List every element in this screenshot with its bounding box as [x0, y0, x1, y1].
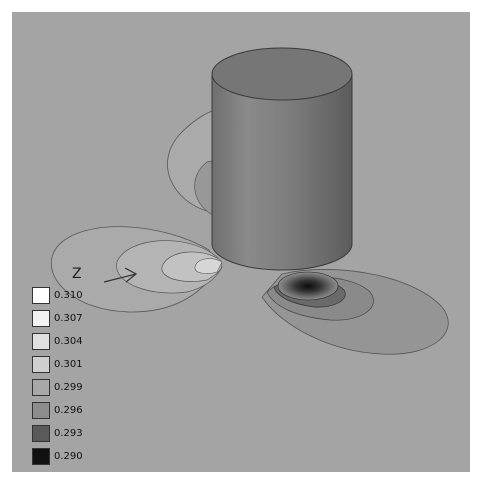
legend-swatch [32, 287, 50, 304]
contour-ring-left-3 [194, 258, 223, 274]
legend-swatch [32, 310, 50, 327]
contour-ring-back-1 [194, 159, 218, 218]
contour-min-region [277, 271, 339, 301]
legend-swatch [32, 448, 50, 465]
legend-swatch [32, 402, 50, 419]
legend-label: 0.299 [54, 382, 83, 393]
legend-swatch [32, 425, 50, 442]
cylinder-top [211, 47, 353, 101]
axis-label-z: Z [72, 266, 82, 282]
legend-label: 0.310 [54, 290, 83, 301]
contour-plot [12, 12, 470, 472]
flow-arrow [103, 267, 138, 283]
legend-swatch [32, 333, 50, 350]
legend-swatch [32, 379, 50, 396]
legend-label: 0.304 [54, 336, 83, 347]
legend-swatch [32, 356, 50, 373]
legend-label: 0.301 [54, 359, 83, 370]
legend-label: 0.296 [54, 405, 83, 416]
cylinder-body [211, 73, 353, 271]
legend-label: 0.290 [54, 451, 83, 462]
legend-label: 0.293 [54, 428, 83, 439]
contour-figure: Z 0.310 0.307 0.304 0.301 0.299 0.296 0.293 0.2… [12, 12, 470, 472]
legend-label: 0.307 [54, 313, 83, 324]
color-legend: 0.310 0.307 0.304 0.301 0.299 0.296 0.293 0.290 [32, 287, 102, 472]
